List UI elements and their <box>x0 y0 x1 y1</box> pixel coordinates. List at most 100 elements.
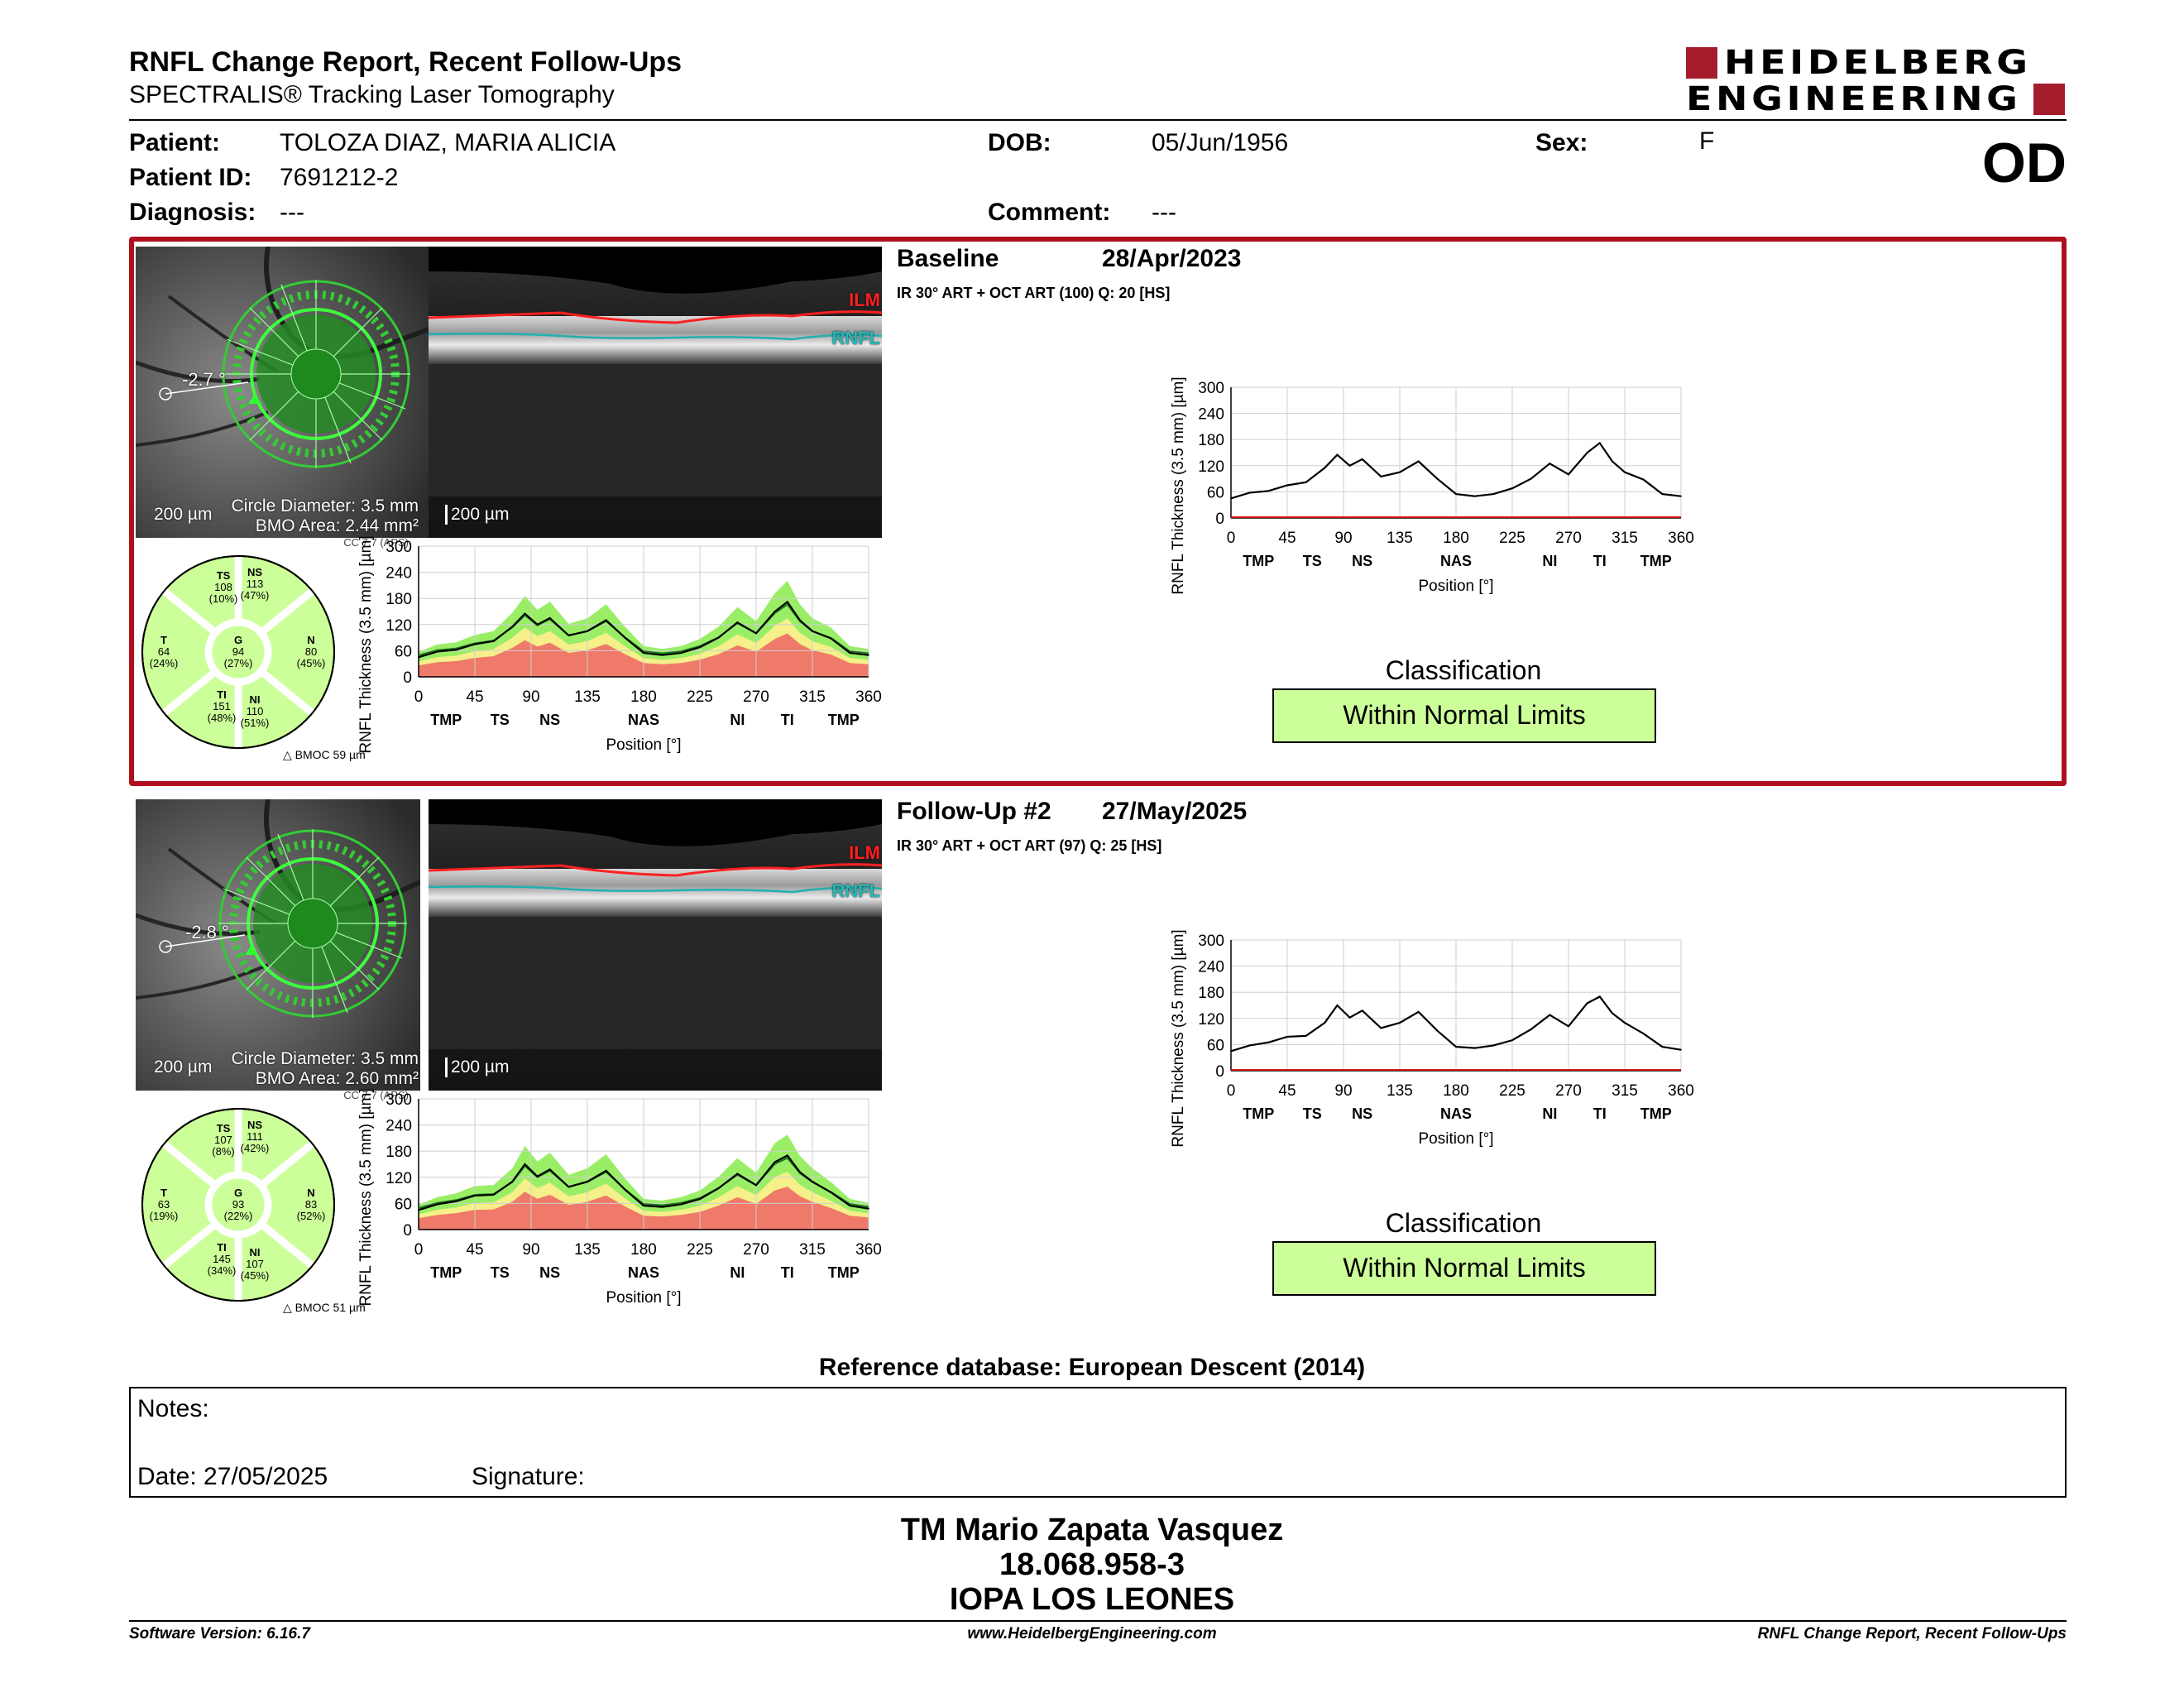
sector-n-pct: (45%) <box>296 657 326 669</box>
data-point <box>755 1184 757 1187</box>
y-tick-label: 300 <box>386 539 412 556</box>
y-tick-label: 180 <box>386 591 412 608</box>
sector-ti-value: 151 <box>213 700 231 712</box>
sector-ts-pct: (8%) <box>212 1145 235 1158</box>
followup-circle-diameter: Circle Diameter: 3.5 mm <box>231 1049 419 1068</box>
sector-t-value: 63 <box>157 1198 170 1211</box>
x-tick-label: 90 <box>522 1241 539 1259</box>
sex-label: Sex: <box>1535 129 1588 156</box>
report-subtitle: SPECTRALIS® Tracking Laser Tomography <box>129 81 615 108</box>
data-point <box>1380 476 1382 477</box>
followup-fundus-svg <box>136 799 420 1091</box>
y-tick-label: 60 <box>395 1196 412 1213</box>
x-tick-label: 45 <box>466 688 483 706</box>
dob-label: DOB: <box>988 129 1051 156</box>
data-point <box>1361 458 1363 460</box>
patient-id: 7691212-2 <box>280 164 399 191</box>
sector-label: NI <box>1542 1105 1557 1122</box>
x-tick-label: 135 <box>574 1241 601 1259</box>
baseline-oct-svg <box>429 247 882 538</box>
data-point <box>786 1154 788 1157</box>
x-tick-label: 180 <box>1443 1082 1469 1100</box>
baseline-angle: -2.7 ° <box>182 369 226 390</box>
sector-ti-value: 145 <box>213 1253 231 1265</box>
baseline-section <box>129 237 2067 786</box>
followup-cc: CC 7.7 (APS) <box>343 1089 409 1101</box>
data-point <box>568 635 570 636</box>
followup-bmoc-value: BMOC 51 µm <box>295 1301 366 1314</box>
x-tick-label: 225 <box>687 1241 713 1259</box>
data-point <box>1230 497 1232 500</box>
sector-t-label: T <box>160 634 167 646</box>
data-point <box>1455 493 1457 495</box>
y-tick-label: 240 <box>1198 406 1224 424</box>
y-tick-label: 0 <box>403 669 412 687</box>
sector-g-pct: (22%) <box>223 1210 253 1222</box>
sector-ni-value: 110 <box>246 705 264 717</box>
data-point <box>1586 1002 1588 1005</box>
data-point <box>1568 1025 1569 1028</box>
sector-label: NAS <box>628 1264 659 1281</box>
data-point <box>492 640 495 642</box>
sector-ti-pct: (48%) <box>207 712 237 724</box>
x-tick-label: 90 <box>1334 530 1352 547</box>
followup-ilm-label: ILM <box>849 842 880 863</box>
data-point <box>1305 482 1307 483</box>
data-point <box>680 652 682 654</box>
x-tick-label: 360 <box>855 688 882 706</box>
sector-label: TS <box>1303 553 1322 569</box>
y-tick-label: 240 <box>386 1118 412 1135</box>
data-point <box>1661 1046 1664 1048</box>
data-point <box>1511 487 1513 489</box>
followup-angle: -2.8 ° <box>185 922 229 942</box>
sector-ti-label: TI <box>217 688 227 701</box>
baseline-scan-info: IR 30° ART + OCT ART (100) Q: 20 [HS] <box>897 285 1171 301</box>
sector-ni-label: NI <box>249 1246 261 1259</box>
x-tick-label: 360 <box>1668 530 1694 547</box>
x-tick-label: 270 <box>743 1241 769 1259</box>
data-point <box>774 611 776 612</box>
x-tick-label: 315 <box>1612 1082 1638 1100</box>
followup-oct-bscan: ILM RNFL 200 µm <box>429 799 882 1091</box>
x-tick-label: 360 <box>1668 1082 1694 1100</box>
baseline-fundus-svg <box>136 247 429 538</box>
data-point <box>699 1198 701 1200</box>
data-point <box>799 1171 801 1173</box>
sector-t-pct: (19%) <box>149 1210 179 1222</box>
followup-small-profile-chart: 0 60 120 180 240 300 0 45 90 135 180 225 270 315 360 TM… <box>357 1089 882 1307</box>
data-point <box>1336 453 1339 456</box>
data-point <box>548 617 551 619</box>
baseline-oct-bscan: ILM RNFL 200 µm <box>429 247 882 538</box>
data-point <box>1348 1016 1351 1019</box>
comment-value: --- <box>1152 199 1176 226</box>
sector-ts-label: TS <box>216 1122 231 1134</box>
x-tick-label: 45 <box>1278 530 1296 547</box>
data-point <box>492 1194 495 1196</box>
baseline-cc: CC 7.7 (APS) <box>343 536 409 549</box>
sector-ns-value: 111 <box>247 1130 263 1143</box>
y-tick-label: 60 <box>1207 1037 1224 1054</box>
notes-signature: Signature: <box>472 1463 585 1490</box>
sector-label: TI <box>781 712 794 728</box>
dob-value: 05/Jun/1956 <box>1152 129 1289 156</box>
footer-url[interactable]: www.HeidelbergEngineering.com <box>967 1625 1217 1642</box>
sector-label: NS <box>1352 553 1372 569</box>
data-point <box>474 643 476 645</box>
x-tick-label: 180 <box>630 1241 657 1259</box>
sector-label: TS <box>491 712 510 728</box>
followup-fundus-image: -2.8 ° 200 µm Circle Diameter: 3.5 mm BM… <box>136 799 420 1091</box>
baseline-classification-title: Classification <box>1385 655 1542 685</box>
x-tick-label: 315 <box>799 688 826 706</box>
followup-rnfl-label: RNFL <box>831 880 880 901</box>
sector-ns-label: NS <box>247 1119 263 1131</box>
data-point <box>568 1186 570 1188</box>
y-axis-title: RNFL Thickness (3.5 mm) [µm] <box>357 1089 375 1307</box>
baseline-bmoc: △ BMOC 59 µm <box>283 748 366 761</box>
notes-date: Date: 27/05/2025 <box>137 1463 328 1490</box>
baseline-bmoc-value: BMOC 59 µm <box>295 748 366 761</box>
sector-t-pct: (24%) <box>149 657 179 669</box>
data-point <box>1568 473 1569 476</box>
data-point <box>643 652 644 654</box>
data-point <box>1624 1022 1626 1024</box>
sector-t-value: 64 <box>157 645 170 658</box>
